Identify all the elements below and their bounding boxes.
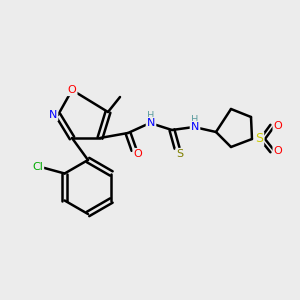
Text: Cl: Cl	[32, 163, 43, 172]
Text: S: S	[176, 149, 184, 159]
Text: O: O	[134, 149, 142, 159]
Text: N: N	[191, 122, 199, 132]
Text: N: N	[49, 110, 57, 120]
Text: O: O	[274, 146, 282, 156]
Text: S: S	[255, 133, 263, 146]
Text: H: H	[147, 111, 155, 121]
Text: O: O	[274, 121, 282, 131]
Text: O: O	[68, 85, 76, 95]
Text: H: H	[191, 115, 199, 125]
Text: N: N	[147, 118, 155, 128]
